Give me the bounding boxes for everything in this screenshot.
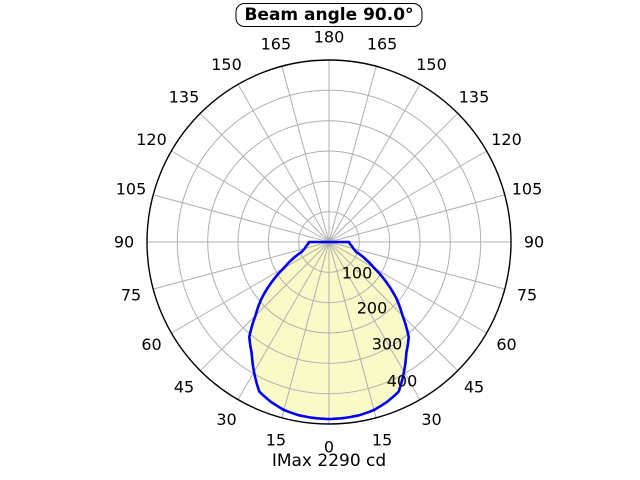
angle-tick-label: 120	[491, 130, 522, 149]
grid-spoke	[328, 84, 421, 243]
angle-tick-label: 30	[216, 410, 236, 429]
radial-tick-label: 300	[372, 335, 403, 354]
beam-angle-title-box: Beam angle 90.0°	[235, 3, 423, 27]
grid-spoke	[171, 150, 330, 243]
angle-tick-label: 75	[121, 286, 141, 305]
angle-tick-label: 105	[116, 179, 147, 198]
grid-spoke	[328, 112, 459, 243]
angle-tick-label: 0	[324, 438, 334, 457]
grid-spoke	[328, 150, 487, 243]
angle-tick-label: 30	[421, 410, 441, 429]
angle-tick-label: 15	[372, 431, 392, 450]
radial-tick-label: 200	[357, 299, 388, 318]
angle-tick-label: 45	[464, 378, 484, 397]
grid-spoke	[153, 194, 330, 243]
angle-tick-label: 135	[169, 88, 200, 107]
grid-spoke	[328, 66, 377, 243]
angle-tick-label: 105	[512, 179, 543, 198]
angle-tick-label: 165	[367, 35, 398, 54]
imax-label: IMax 2290 cd	[271, 451, 387, 471]
angle-tick-label: 165	[261, 35, 292, 54]
angle-tick-label: 135	[459, 88, 490, 107]
angle-tick-label: 90	[524, 233, 544, 252]
angle-tick-label: 60	[141, 335, 161, 354]
radial-tick-label: 400	[387, 372, 418, 391]
grid-spoke	[153, 241, 330, 290]
grid-spoke	[328, 194, 505, 243]
radial-tick-label: 100	[342, 264, 373, 283]
intensity-curve	[248, 240, 410, 421]
angle-tick-label: 60	[496, 335, 516, 354]
grid-spoke	[199, 241, 330, 372]
grid-spoke	[281, 66, 330, 243]
grid-spoke	[328, 241, 377, 418]
angle-tick-label: 150	[416, 55, 447, 74]
chart-title: Beam angle 90.0°	[244, 5, 414, 25]
grid-spoke	[328, 241, 487, 334]
grid-spoke	[328, 241, 505, 290]
angle-tick-label: 15	[266, 431, 286, 450]
grid-spoke	[281, 241, 330, 418]
angle-tick-label: 90	[114, 233, 134, 252]
grid-spoke	[237, 84, 330, 243]
grid-spoke	[328, 241, 459, 372]
angle-tick-label: 75	[517, 286, 537, 305]
grid-spoke	[199, 112, 330, 243]
angle-tick-label: 120	[136, 130, 167, 149]
outer-axis-circle	[146, 59, 512, 425]
angle-tick-label: 45	[174, 378, 194, 397]
angle-tick-label: 180	[314, 28, 345, 47]
angle-tick-label: 150	[211, 55, 242, 74]
grid-spoke	[171, 241, 330, 334]
